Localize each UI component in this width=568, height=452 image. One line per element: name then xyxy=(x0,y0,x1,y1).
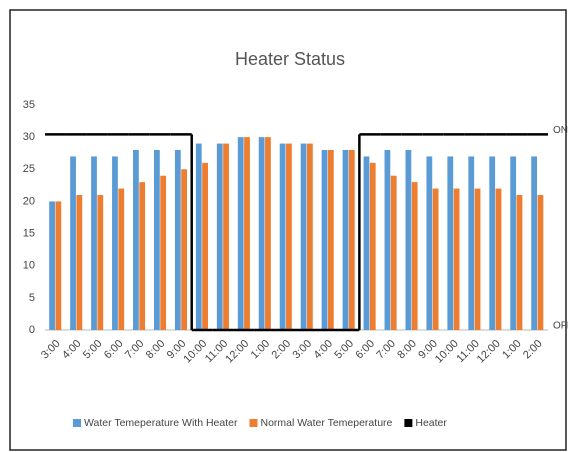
bar xyxy=(237,137,244,330)
legend-label: Normal Water Temeperature xyxy=(260,417,392,429)
bar xyxy=(195,143,202,330)
bar xyxy=(279,143,286,330)
bar xyxy=(327,150,334,330)
bar xyxy=(495,188,502,330)
bar xyxy=(531,156,538,330)
bar xyxy=(537,195,544,330)
legend-swatch xyxy=(73,419,81,427)
bar xyxy=(174,150,181,330)
bar xyxy=(516,195,523,330)
bar xyxy=(390,175,397,330)
bar xyxy=(384,150,391,330)
y-tick-label: 20 xyxy=(23,195,35,207)
bar xyxy=(348,150,355,330)
chart-title: Heater Status xyxy=(235,49,345,69)
bar xyxy=(468,156,475,330)
bar xyxy=(411,182,418,330)
bar xyxy=(286,143,292,330)
legend-swatch xyxy=(249,419,258,427)
legend-label: Water Temeperature With Heater xyxy=(84,417,238,429)
bar xyxy=(118,188,125,330)
y-tick-label: 10 xyxy=(23,260,35,272)
bar xyxy=(258,137,265,330)
bar xyxy=(369,162,376,330)
y-tick-label: 15 xyxy=(23,227,35,239)
bar xyxy=(153,150,160,330)
bar xyxy=(55,201,62,330)
bar xyxy=(97,195,104,330)
legend-swatch xyxy=(404,419,413,427)
bar xyxy=(342,150,349,330)
bar xyxy=(363,156,370,330)
bar xyxy=(432,188,439,330)
bar xyxy=(223,143,229,330)
bar xyxy=(489,156,496,330)
bar xyxy=(244,137,250,330)
bar xyxy=(405,150,412,330)
y2-tick-label: OFF xyxy=(553,321,568,332)
bar xyxy=(70,156,76,330)
bar xyxy=(453,188,460,330)
bar xyxy=(321,150,328,330)
y-tick-label: 0 xyxy=(29,324,35,336)
legend-label: Heater xyxy=(415,417,447,429)
y2-tick-label: ON xyxy=(553,125,568,136)
bar xyxy=(510,156,517,330)
y-tick-label: 5 xyxy=(29,292,35,304)
bar xyxy=(76,195,83,330)
bar xyxy=(216,143,223,330)
bar xyxy=(447,156,454,330)
bar xyxy=(306,143,313,330)
bar xyxy=(265,137,271,330)
y-tick-label: 25 xyxy=(23,163,35,175)
bar xyxy=(133,150,139,330)
bar xyxy=(426,156,433,330)
bar xyxy=(160,175,167,330)
bar xyxy=(300,143,307,330)
bar xyxy=(474,188,481,330)
bar xyxy=(49,201,55,330)
bar xyxy=(91,156,97,330)
bar xyxy=(202,162,208,330)
bar xyxy=(112,156,118,330)
y-tick-label: 35 xyxy=(23,99,35,111)
bar xyxy=(139,182,146,330)
bar xyxy=(181,169,188,330)
y-tick-label: 30 xyxy=(23,131,35,143)
